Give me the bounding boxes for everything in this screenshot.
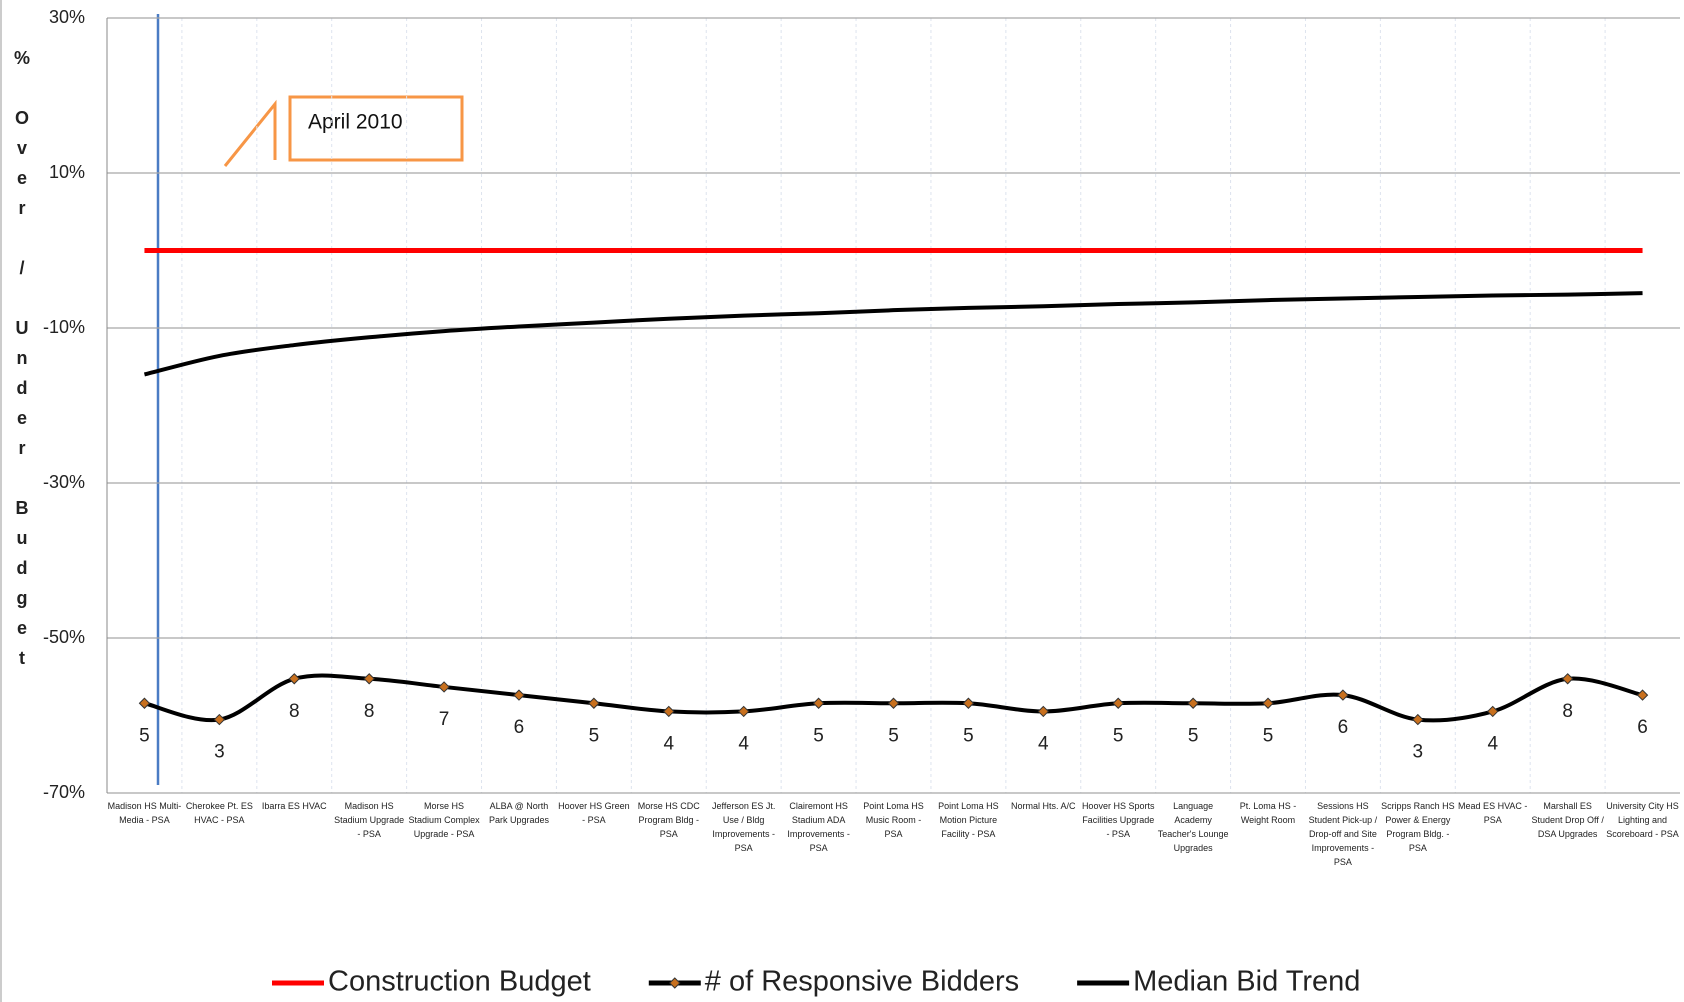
marker — [363, 673, 375, 685]
marker — [1037, 705, 1050, 718]
marker — [1262, 697, 1274, 709]
marker — [1636, 689, 1649, 701]
x-tick-label: Language Academy Teacher's Lounge Upgrad… — [1157, 801, 1229, 853]
marker — [962, 697, 975, 709]
data-label: 4 — [1038, 733, 1049, 754]
marker — [887, 697, 900, 709]
data-label: 5 — [1263, 725, 1274, 746]
data-label: 5 — [888, 725, 899, 746]
x-tick-label: Madison HS Stadium Upgrade - PSA — [334, 801, 405, 839]
marker — [737, 705, 750, 718]
callout-pointer — [223, 99, 277, 167]
x-tick-label: Hoover HS Green - PSA — [558, 801, 630, 825]
x-tick-label: Marshall ES Student Drop Off / DSA Upgra… — [1531, 801, 1604, 839]
data-label: 5 — [1113, 725, 1124, 746]
legend-marker — [669, 977, 681, 989]
legend-label: Construction Budget — [328, 966, 591, 998]
x-tick-label: Mead ES HVAC - PSA — [1458, 801, 1528, 825]
marker — [1412, 713, 1424, 726]
x-tick-label: Morse HS CDC Program Bldg - PSA — [637, 801, 700, 839]
data-label: 6 — [1338, 717, 1349, 738]
legend-label: # of Responsive Bidders — [705, 966, 1019, 998]
data-label: 5 — [813, 725, 824, 746]
marker — [288, 673, 300, 685]
x-tick-label: Cherokee Pt. ES HVAC - PSA — [185, 801, 253, 825]
x-tick-label: Point Loma HS Motion Picture Facility - … — [938, 801, 999, 839]
data-label: 8 — [364, 701, 375, 722]
data-label: 3 — [214, 742, 225, 763]
marker — [1487, 705, 1499, 718]
marker — [438, 681, 450, 693]
marker — [1337, 689, 1349, 701]
x-tick-label: Scripps Ranch HS Power & Energy Program … — [1381, 801, 1455, 853]
data-label: 4 — [738, 733, 749, 754]
x-tick-label: Pt. Loma HS - Weight Room — [1239, 801, 1297, 825]
data-label: 4 — [1487, 733, 1498, 754]
marker — [138, 697, 151, 709]
x-tick-label: Ibarra ES HVAC — [261, 801, 327, 811]
data-label: 6 — [1637, 717, 1648, 738]
y-tick-label: 10% — [49, 162, 85, 182]
x-tick-label: Madison HS Multi-Media - PSA — [107, 801, 182, 825]
series-line — [143, 291, 1643, 377]
x-tick-label: Point Loma HS Music Room - PSA — [863, 801, 924, 839]
marker — [812, 697, 825, 709]
marker — [663, 705, 675, 718]
data-label: 4 — [663, 733, 674, 754]
data-label: 5 — [963, 725, 974, 746]
data-label: 5 — [139, 725, 150, 746]
y-tick-label: -70% — [43, 782, 85, 802]
data-label: 5 — [589, 725, 600, 746]
y-axis-title: % Over / Under Budget — [12, 48, 32, 678]
x-tick-label: Sessions HS Student Pick-up / Drop-off a… — [1308, 801, 1378, 867]
data-label: 5 — [1188, 725, 1199, 746]
x-tick-label: Clairemont HS Stadium ADA Improvements -… — [787, 801, 850, 853]
legend-label: Median Bid Trend — [1133, 966, 1360, 998]
marker — [1561, 673, 1574, 685]
data-label: 8 — [289, 701, 300, 722]
x-tick-label: Morse HS Stadium Complex Upgrade - PSA — [408, 801, 480, 839]
data-label: 7 — [439, 709, 450, 730]
marker — [1187, 697, 1199, 709]
x-tick-label: Normal Hts. A/C — [1011, 801, 1076, 811]
x-tick-label: ALBA @ North Park Upgrades — [488, 801, 549, 825]
annotation: April 2010 — [308, 111, 403, 134]
y-tick-label: -30% — [43, 472, 85, 492]
data-label: 6 — [514, 717, 525, 738]
y-tick-label: -10% — [43, 317, 85, 337]
x-tick-label: Jefferson ES Jt. Use / Bldg Improvements… — [712, 801, 776, 853]
data-label: 3 — [1413, 742, 1424, 763]
marker — [1112, 697, 1124, 709]
x-tick-label: University City HS Lighting and Scoreboa… — [1606, 801, 1679, 839]
callout-box — [288, 95, 464, 162]
x-tick-label: Hoover HS Sports Facilities Upgrade - PS… — [1081, 801, 1155, 839]
marker — [513, 689, 525, 701]
marker — [588, 697, 600, 709]
data-label: 8 — [1562, 701, 1573, 722]
y-tick-label: 30% — [49, 7, 85, 27]
marker — [213, 713, 226, 726]
y-tick-label: -50% — [43, 627, 85, 647]
